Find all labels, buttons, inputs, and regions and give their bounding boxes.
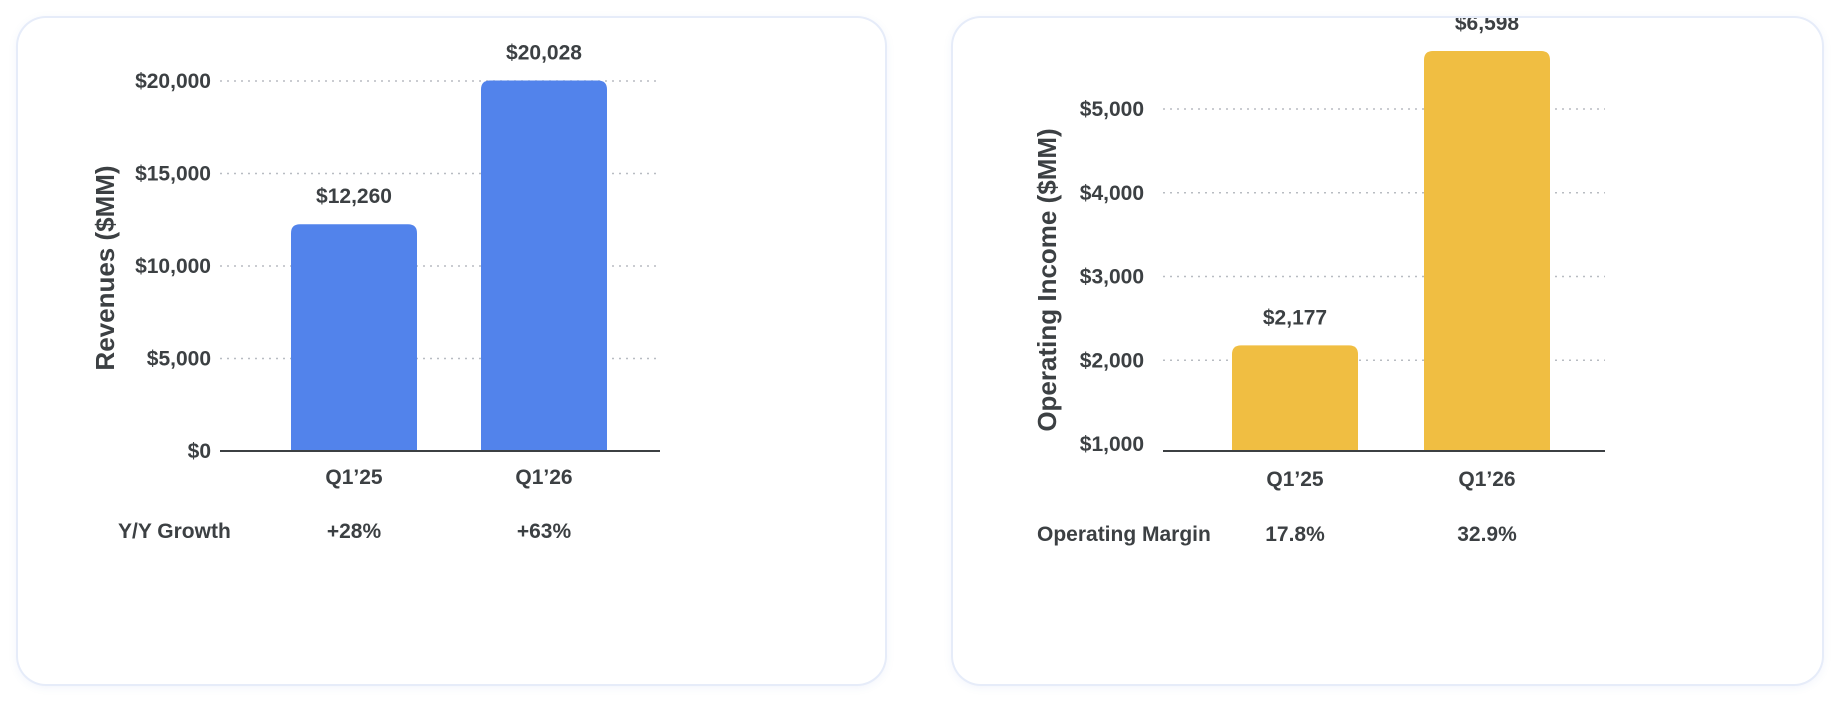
- operating-income-chart-card: $1,000 $2,000 $3,000 $4,000 $5,000 $2,177 Q1’2…: [953, 18, 1822, 684]
- y-tick-label: $4,000: [1080, 182, 1144, 205]
- y-tick-label: $2,000: [1080, 349, 1144, 372]
- x-tick-label: Q1’26: [515, 466, 572, 489]
- x-tick-label: Q1’26: [1458, 468, 1515, 491]
- y-tick-label: $10,000: [135, 255, 211, 278]
- operating-income-chart: $1,000 $2,000 $3,000 $4,000 $5,000 $2,177 Q1’2…: [1032, 18, 1605, 546]
- bar: [1232, 345, 1358, 451]
- revenue-chart: $0 $5,000 $10,000 $15,000 $20,000 $12,260 Q1’2…: [90, 41, 660, 543]
- y-axis-title: Revenues ($MM): [90, 165, 120, 370]
- bar-value-label: $20,028: [506, 41, 582, 64]
- revenue-chart-card: $0 $5,000 $10,000 $15,000 $20,000 $12,260 Q1’2…: [18, 18, 885, 684]
- y-tick-label: $15,000: [135, 163, 211, 186]
- bar: [291, 224, 417, 451]
- bar: [1424, 51, 1550, 451]
- footer-row-label: Y/Y Growth: [118, 520, 231, 543]
- y-tick-label: $1,000: [1080, 433, 1144, 456]
- x-tick-label: Q1’25: [325, 466, 383, 489]
- footer-value: 32.9%: [1457, 523, 1517, 546]
- footer-value: +28%: [327, 520, 382, 543]
- y-tick-label: $0: [188, 440, 211, 463]
- y-tick-label: $3,000: [1080, 266, 1144, 289]
- x-tick-label: Q1’25: [1266, 468, 1324, 491]
- bar-value-label: $2,177: [1263, 306, 1327, 329]
- bar-value-label: $6,598: [1455, 18, 1520, 35]
- footer-row-label: Operating Margin: [1037, 523, 1211, 546]
- footer-value: 17.8%: [1265, 523, 1325, 546]
- y-tick-label: $5,000: [1080, 98, 1144, 121]
- y-tick-label: $5,000: [147, 348, 211, 371]
- footer-value: +63%: [517, 520, 572, 543]
- y-axis-title: Operating Income ($MM): [1032, 128, 1062, 431]
- bar: [481, 80, 607, 451]
- y-tick-label: $20,000: [135, 70, 211, 93]
- bar-value-label: $12,260: [316, 185, 392, 208]
